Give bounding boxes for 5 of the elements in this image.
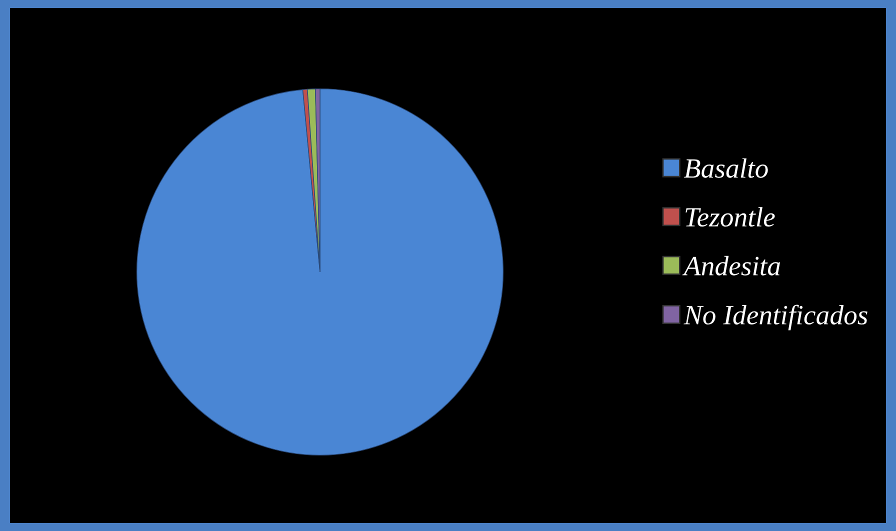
legend-label: No Identificados [684, 304, 868, 330]
legend-label: Andesita [682, 256, 780, 276]
legend-label: Basalto [684, 158, 768, 178]
pie-slice [136, 88, 504, 456]
legend-label: Tezontle [686, 207, 775, 227]
